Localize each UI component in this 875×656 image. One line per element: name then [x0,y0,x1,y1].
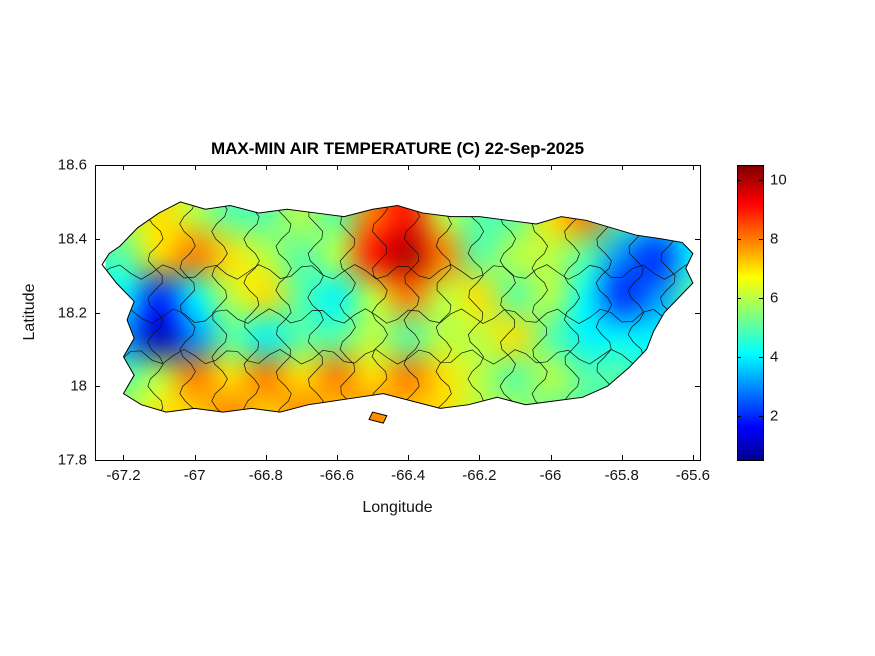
colorbar-tick-label: 2 [770,407,779,425]
y-tick-label: 18.2 [57,304,87,321]
y-tick-label: 18.4 [57,230,87,248]
y-tick-label: 18 [70,377,87,395]
x-tick-label: -67.2 [106,467,141,484]
x-tick-label: -66 [539,467,562,484]
x-tick-label: -66.6 [319,467,355,484]
y-tick-label: 18.6 [57,156,87,174]
y-tick-label: 17.8 [57,451,87,469]
x-tick-label: -66.8 [248,467,283,484]
x-axis-label: Longitude [362,499,433,516]
x-tick-label: -65.6 [675,467,710,484]
colorbar-tick-label: 4 [770,348,779,366]
colorbar-tick-label: 10 [770,171,787,189]
x-tick-label: -67 [183,467,206,484]
x-tick-label: -66.4 [391,467,426,484]
x-tick-label: -66.2 [462,467,497,484]
y-axis-label-text: Latitude [21,283,38,341]
x-tick-label: -65.8 [604,467,639,484]
colorbar-tick-label: 8 [770,230,779,248]
colorbar-tick-label: 6 [770,289,779,307]
chart-title: MAX-MIN AIR TEMPERATURE (C) 22-Sep-2025 [210,139,585,158]
